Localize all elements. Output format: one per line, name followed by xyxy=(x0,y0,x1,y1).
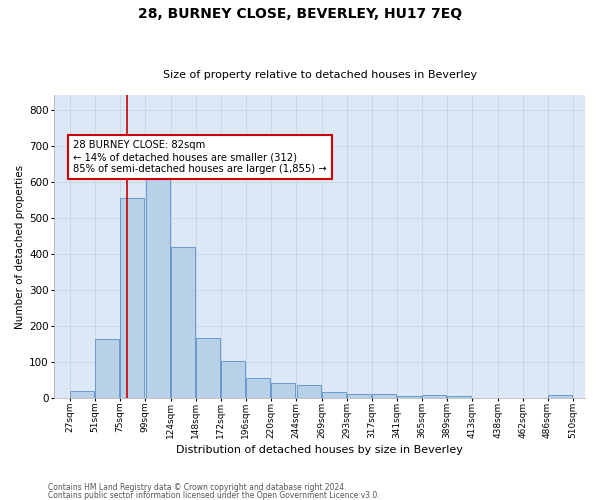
Bar xyxy=(247,378,270,398)
Bar xyxy=(121,198,145,398)
Bar xyxy=(397,396,421,398)
Bar xyxy=(221,361,245,398)
Bar xyxy=(70,391,94,398)
Text: 28, BURNEY CLOSE, BEVERLEY, HU17 7EQ: 28, BURNEY CLOSE, BEVERLEY, HU17 7EQ xyxy=(138,8,462,22)
Bar xyxy=(95,340,119,398)
X-axis label: Distribution of detached houses by size in Beverley: Distribution of detached houses by size … xyxy=(176,445,463,455)
Bar xyxy=(372,394,396,398)
Bar xyxy=(172,247,196,398)
Bar xyxy=(146,178,170,398)
Bar xyxy=(297,385,321,398)
Bar xyxy=(548,394,572,398)
Title: Size of property relative to detached houses in Beverley: Size of property relative to detached ho… xyxy=(163,70,477,80)
Bar xyxy=(196,338,220,398)
Bar xyxy=(271,383,295,398)
Y-axis label: Number of detached properties: Number of detached properties xyxy=(15,164,25,328)
Bar xyxy=(422,394,446,398)
Bar xyxy=(447,396,471,398)
Text: 28 BURNEY CLOSE: 82sqm
← 14% of detached houses are smaller (312)
85% of semi-de: 28 BURNEY CLOSE: 82sqm ← 14% of detached… xyxy=(73,140,327,173)
Bar xyxy=(322,392,346,398)
Bar xyxy=(347,394,371,398)
Text: Contains HM Land Registry data © Crown copyright and database right 2024.: Contains HM Land Registry data © Crown c… xyxy=(48,484,347,492)
Text: Contains public sector information licensed under the Open Government Licence v3: Contains public sector information licen… xyxy=(48,490,380,500)
